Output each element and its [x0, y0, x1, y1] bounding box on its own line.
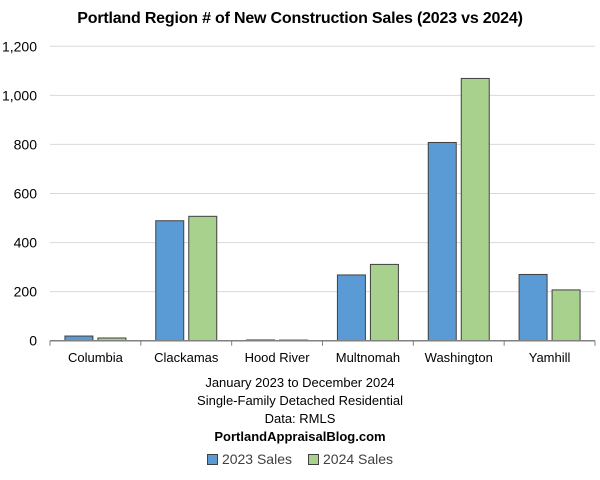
x-tick-label: Columbia [68, 350, 124, 365]
bar-chart-plot: 0 200 400 600 800 1,000 1,200 Columbia Clackama… [2, 38, 596, 365]
date-range-note: January 2023 to December 2024 [205, 375, 395, 390]
y-tick-label: 200 [14, 284, 38, 300]
x-tick-label: Multnomah [336, 350, 400, 365]
x-tick-label: Hood River [245, 350, 311, 365]
y-tick-label: 800 [14, 136, 38, 152]
y-tick-label: 1,000 [2, 87, 37, 103]
legend-label-2024: 2024 Sales [323, 451, 394, 467]
data-source-note: Data: RMLS [264, 411, 336, 426]
chart-legend: 2023 Sales 2024 Sales [0, 451, 600, 467]
bars [64, 77, 581, 342]
y-tick-label: 400 [14, 235, 38, 251]
bar-yamhill-2023 [518, 273, 548, 342]
legend-swatch-2023-icon [206, 453, 218, 465]
bar-clackamas-2023 [155, 220, 185, 342]
x-tick-label: Clackamas [154, 350, 219, 365]
chart-title: Portland Region # of New Construction Sa… [77, 10, 523, 27]
gridlines [50, 45, 595, 293]
bar-multnomah-2023 [336, 274, 366, 342]
bar-clackamas-2024 [188, 215, 218, 342]
bar-multnomah-2024 [369, 263, 399, 342]
x-tick-label: Yamhill [529, 350, 571, 365]
legend-item-2023: 2023 Sales [206, 451, 292, 467]
website-credit: PortlandAppraisalBlog.com [214, 429, 386, 444]
y-axis-ticks: 0 200 400 600 800 1,000 1,200 [2, 38, 37, 348]
y-tick-label: 0 [29, 333, 37, 349]
legend-swatch-2024-icon [308, 453, 319, 465]
x-axis [49, 339, 596, 346]
bar-washington-2023 [427, 141, 457, 342]
y-tick-label: 600 [14, 186, 38, 202]
y-tick-label: 1,200 [2, 38, 37, 54]
legend-label-2023: 2023 Sales [221, 451, 292, 467]
bar-yamhill-2024 [551, 289, 581, 342]
property-type-note: Single-Family Detached Residential [197, 393, 403, 408]
x-axis-labels: Columbia Clackamas Hood River Multnomah Wash… [68, 350, 571, 365]
bar-washington-2024 [460, 77, 490, 342]
chart-notes: January 2023 to December 2024 Single-Fam… [0, 374, 600, 446]
x-tick-label: Washington [425, 350, 493, 365]
legend-item-2024: 2024 Sales [308, 451, 393, 467]
